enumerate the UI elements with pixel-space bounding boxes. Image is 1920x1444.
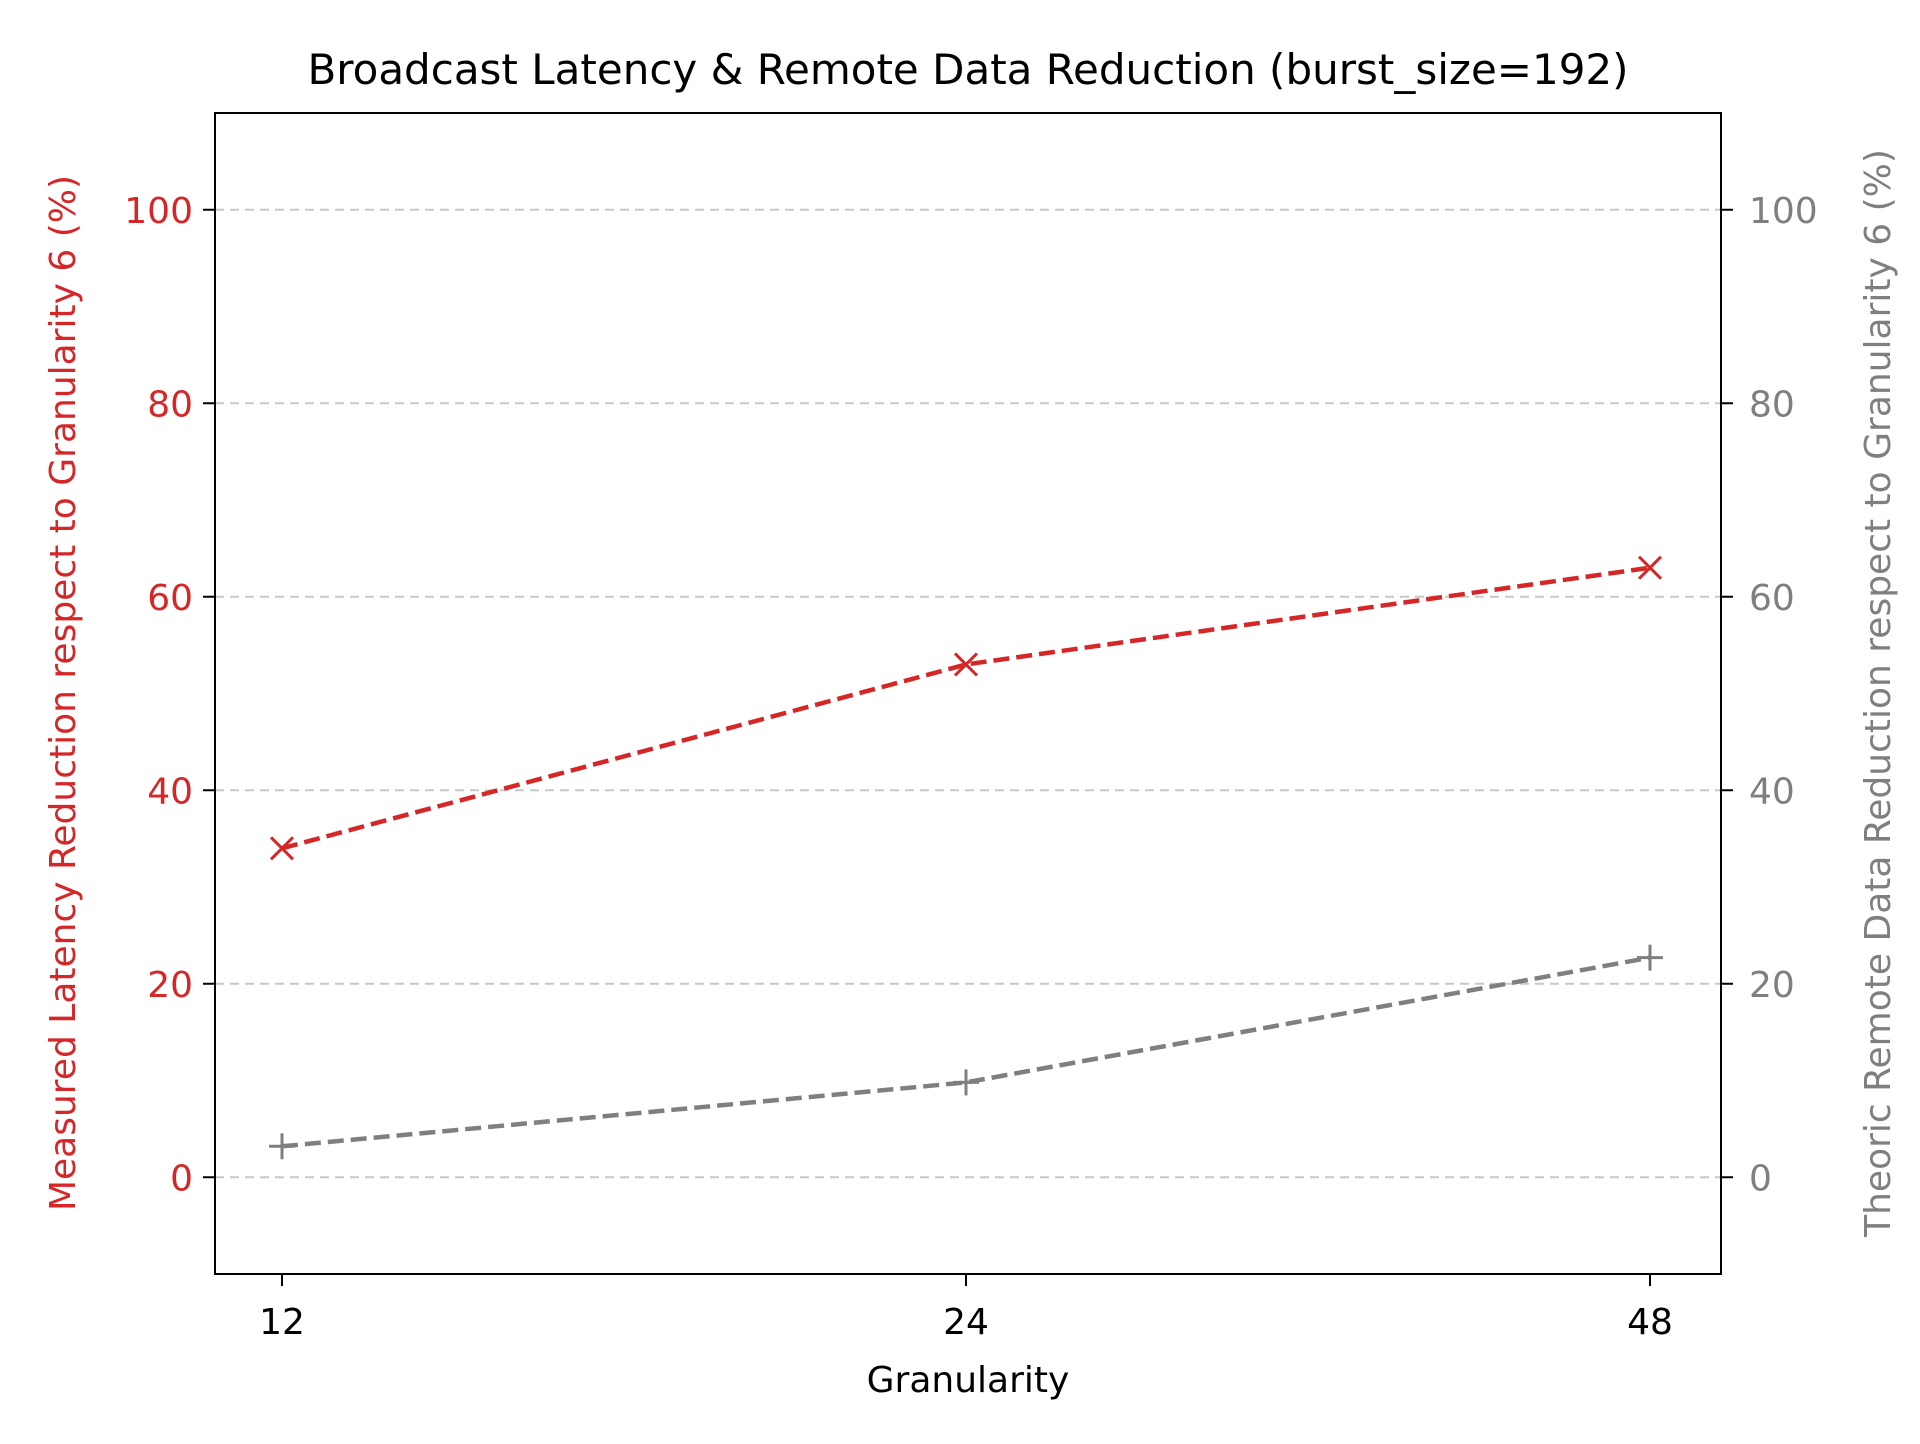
y-axis-right-label: Theoric Remote Data Reduction respect to… bbox=[1858, 149, 1899, 1238]
x-tick-label: 48 bbox=[1627, 1302, 1673, 1343]
series-0-line bbox=[281, 565, 1651, 851]
y-right-tick-label: 0 bbox=[1749, 1158, 1772, 1199]
series-0-point-0 bbox=[269, 836, 295, 861]
x-tick-label: 24 bbox=[943, 1302, 989, 1343]
y-left-tick-label: 40 bbox=[147, 771, 193, 812]
series-1-line bbox=[281, 955, 1651, 1149]
y-left-tick-label: 60 bbox=[147, 578, 193, 619]
axis-ticks: 0 0 20 20 40 40 60 60 80 80 100 100 12 24 48 bbox=[124, 191, 1817, 1343]
y-right-tick-label: 100 bbox=[1749, 191, 1818, 232]
x-tick-label: 12 bbox=[259, 1302, 305, 1343]
y-left-tick-label: 100 bbox=[124, 191, 193, 232]
series-1-point-1 bbox=[953, 1069, 979, 1096]
y-right-tick-label: 40 bbox=[1749, 771, 1795, 812]
plot-frame bbox=[214, 112, 1722, 1275]
chart-title: Broadcast Latency & Remote Data Reductio… bbox=[307, 45, 1628, 94]
y-axis-left-label: Measured Latency Reduction respect to Gr… bbox=[43, 175, 84, 1211]
y-right-tick-label: 60 bbox=[1749, 578, 1795, 619]
y-left-tick-label: 20 bbox=[147, 965, 193, 1006]
y-left-tick-label: 0 bbox=[170, 1158, 193, 1199]
series-0-point-1 bbox=[953, 652, 979, 677]
grid-lines bbox=[215, 208, 1721, 1179]
series-0-point-2 bbox=[1637, 555, 1663, 580]
series-1-point-0 bbox=[269, 1133, 295, 1160]
y-right-tick-label: 80 bbox=[1749, 384, 1795, 425]
series-1-point-2 bbox=[1637, 944, 1663, 971]
series-layer bbox=[269, 555, 1663, 1160]
x-axis-label: Granularity bbox=[867, 1360, 1070, 1401]
y-right-tick-label: 20 bbox=[1749, 965, 1795, 1006]
y-left-tick-label: 80 bbox=[147, 384, 193, 425]
